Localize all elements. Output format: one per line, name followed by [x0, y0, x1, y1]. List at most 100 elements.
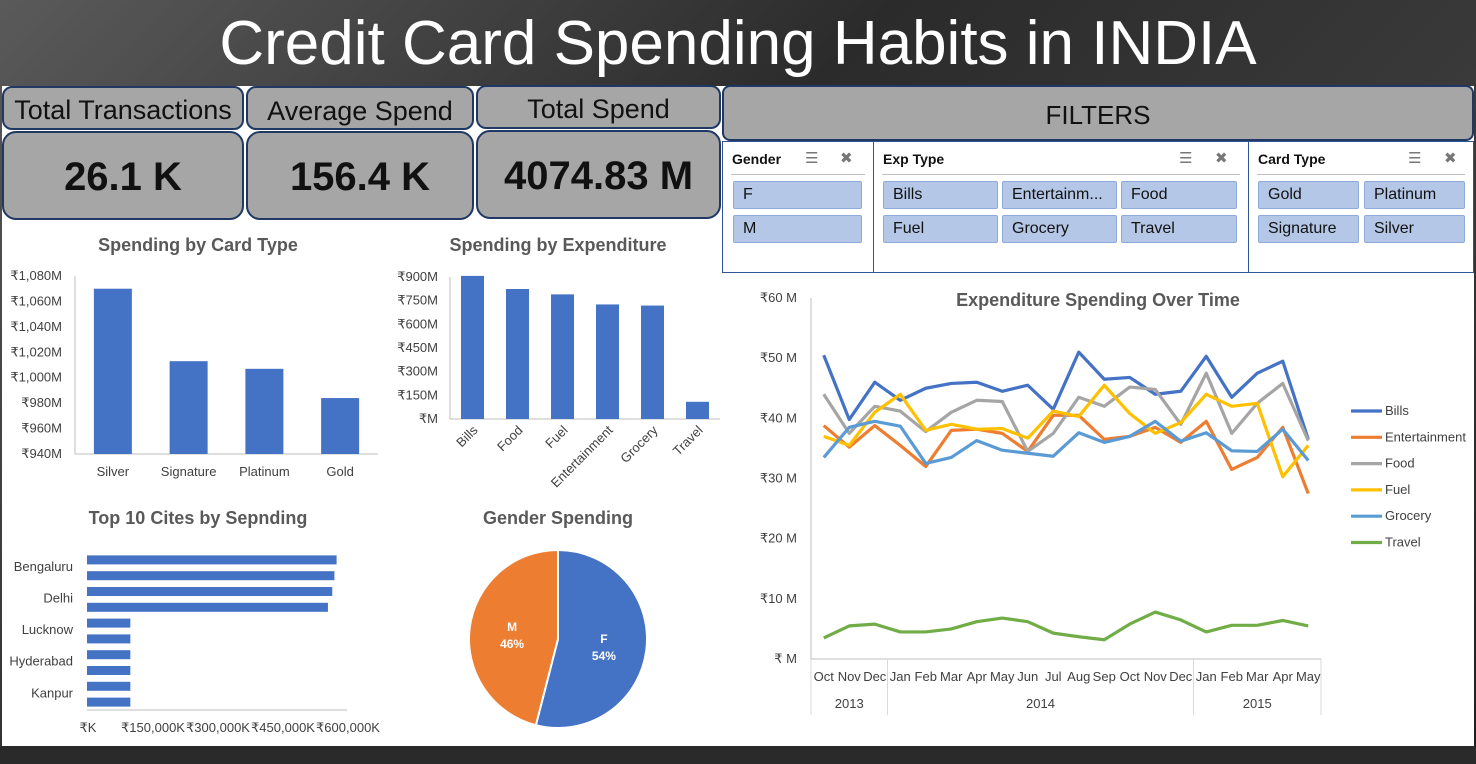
bar: [641, 305, 664, 419]
y-tick-label: ₹150M: [397, 387, 438, 402]
kpi-transactions-label: Total Transactions: [2, 86, 244, 130]
gender-pie-chart: Gender Spending F 54% M 46%: [468, 508, 648, 729]
chart-title: Spending by Expenditure: [449, 235, 666, 255]
chart-title: Expenditure Spending Over Time: [956, 290, 1240, 310]
y-tick-label: ₹960M: [21, 421, 62, 436]
bar: [87, 681, 131, 691]
series-line-grocery: [822, 419, 1310, 466]
slicer-divider: [1257, 174, 1465, 175]
slicer-option-gender-f[interactable]: F: [733, 181, 862, 209]
slicer-option-platinum[interactable]: Platinum: [1364, 181, 1465, 209]
slicer-option-fuel[interactable]: Fuel: [883, 215, 998, 243]
y-tick-label: ₹1,060M: [10, 293, 62, 308]
slice-value-label: 54%: [592, 649, 616, 663]
x-tick-label: Dec: [863, 669, 887, 684]
legend-label: Food: [1385, 456, 1415, 471]
bar: [87, 697, 131, 707]
y-tick-label: ₹ M: [774, 651, 797, 666]
slicer-option-gold[interactable]: Gold: [1258, 181, 1359, 209]
multi-select-icon[interactable]: ☰: [805, 150, 819, 167]
year-label: 2014: [1026, 696, 1055, 711]
y-tick-label: ₹450M: [397, 340, 438, 355]
x-tick-label: ₹600,000K: [316, 720, 380, 735]
x-tick-label: Mar: [1246, 669, 1269, 684]
slicer-option-grocery[interactable]: Grocery: [1002, 215, 1117, 243]
bar: [93, 288, 132, 454]
x-tick-label: Dec: [1169, 669, 1193, 684]
slicer-divider: [882, 174, 1240, 175]
legend-label: Travel: [1385, 535, 1421, 550]
clear-filter-icon[interactable]: ✖: [1215, 150, 1228, 167]
slicer-option-signature[interactable]: Signature: [1258, 215, 1359, 243]
x-tick-label: Jan: [890, 669, 911, 684]
x-tick-label: Apr: [1273, 669, 1294, 684]
slicer-option-entertainment[interactable]: Entertainm...: [1002, 181, 1117, 209]
card-type-slicer-title: Card Type: [1258, 151, 1326, 167]
bar: [551, 294, 574, 419]
slicer-option-bills[interactable]: Bills: [883, 181, 998, 209]
y-tick-label: Bengaluru: [14, 559, 73, 574]
x-tick-label: Grocery: [617, 422, 661, 466]
x-tick-label: Platinum: [239, 464, 290, 479]
x-tick-label: ₹300,000K: [186, 720, 250, 735]
bar: [596, 304, 619, 419]
x-tick-label: Apr: [967, 669, 988, 684]
x-tick-label: Fuel: [542, 422, 571, 451]
y-tick-label: Lucknow: [22, 622, 74, 637]
x-tick-label: Nov: [838, 669, 862, 684]
bar: [87, 571, 335, 581]
legend-label: Grocery: [1385, 508, 1432, 523]
slicer-option-travel[interactable]: Travel: [1121, 215, 1237, 243]
x-tick-label: Nov: [1144, 669, 1168, 684]
x-tick-label: Oct: [814, 669, 835, 684]
clear-filter-icon[interactable]: ✖: [1444, 150, 1457, 167]
pie-slice: [534, 548, 648, 729]
x-tick-label: Mar: [940, 669, 963, 684]
bar: [87, 602, 328, 612]
series-line-travel: [823, 610, 1309, 642]
series-line-fuel: [823, 383, 1310, 479]
y-tick-label: ₹60 M: [760, 290, 797, 305]
y-tick-label: ₹1,020M: [10, 344, 62, 359]
x-tick-label: Feb: [915, 669, 937, 684]
y-tick-label: ₹300M: [397, 364, 438, 379]
slicer-option-gender-m[interactable]: M: [733, 215, 862, 243]
bar: [321, 398, 360, 454]
x-tick-label: Silver: [97, 464, 130, 479]
multi-select-icon[interactable]: ☰: [1179, 150, 1193, 167]
chart-title: Top 10 Cites by Sepnding: [89, 508, 308, 528]
multi-select-icon[interactable]: ☰: [1408, 150, 1422, 167]
bar: [87, 555, 337, 565]
top-cities-chart: Top 10 Cites by Sepnding Bengaluru Delhi L…: [9, 508, 380, 735]
y-tick-label: ₹50 M: [760, 350, 797, 365]
x-tick-label: Sep: [1093, 669, 1116, 684]
chart-title: Spending by Card Type: [98, 235, 298, 255]
x-tick-label: Jan: [1196, 669, 1217, 684]
bar: [169, 361, 208, 454]
clear-filter-icon[interactable]: ✖: [840, 150, 853, 167]
bottom-strip: [0, 746, 1476, 764]
kpi-average-label: Average Spend: [246, 86, 474, 130]
slicer-option-silver[interactable]: Silver: [1364, 215, 1465, 243]
y-tick-label: ₹20 M: [760, 531, 797, 546]
dashboard-title: Credit Card Spending Habits in INDIA: [219, 9, 1257, 78]
y-tick-label: Kanpur: [31, 685, 74, 700]
bar: [461, 275, 484, 419]
slice-label: M: [507, 620, 517, 634]
chart-title: Gender Spending: [483, 508, 633, 528]
bar: [87, 650, 131, 660]
bar: [87, 587, 333, 596]
y-tick-label: Hyderabad: [9, 654, 73, 669]
spending-over-time-chart: Expenditure Spending Over Time ₹ M ₹10 M ₹…: [760, 290, 1466, 715]
filters-header: FILTERS: [722, 85, 1474, 141]
kpi-transactions-value: 26.1 K: [2, 131, 244, 220]
legend-label: Fuel: [1385, 482, 1410, 497]
x-tick-label: Gold: [326, 464, 353, 479]
slice-label: F: [600, 632, 607, 646]
kpi-average-value: 156.4 K: [246, 131, 474, 220]
bar: [87, 666, 131, 675]
x-tick-label: Food: [494, 423, 526, 455]
slicer-option-food[interactable]: Food: [1121, 181, 1237, 209]
kpi-total-value: 4074.83 M: [476, 130, 721, 219]
gender-slicer: Gender ☰ ✖ F M: [723, 142, 874, 272]
